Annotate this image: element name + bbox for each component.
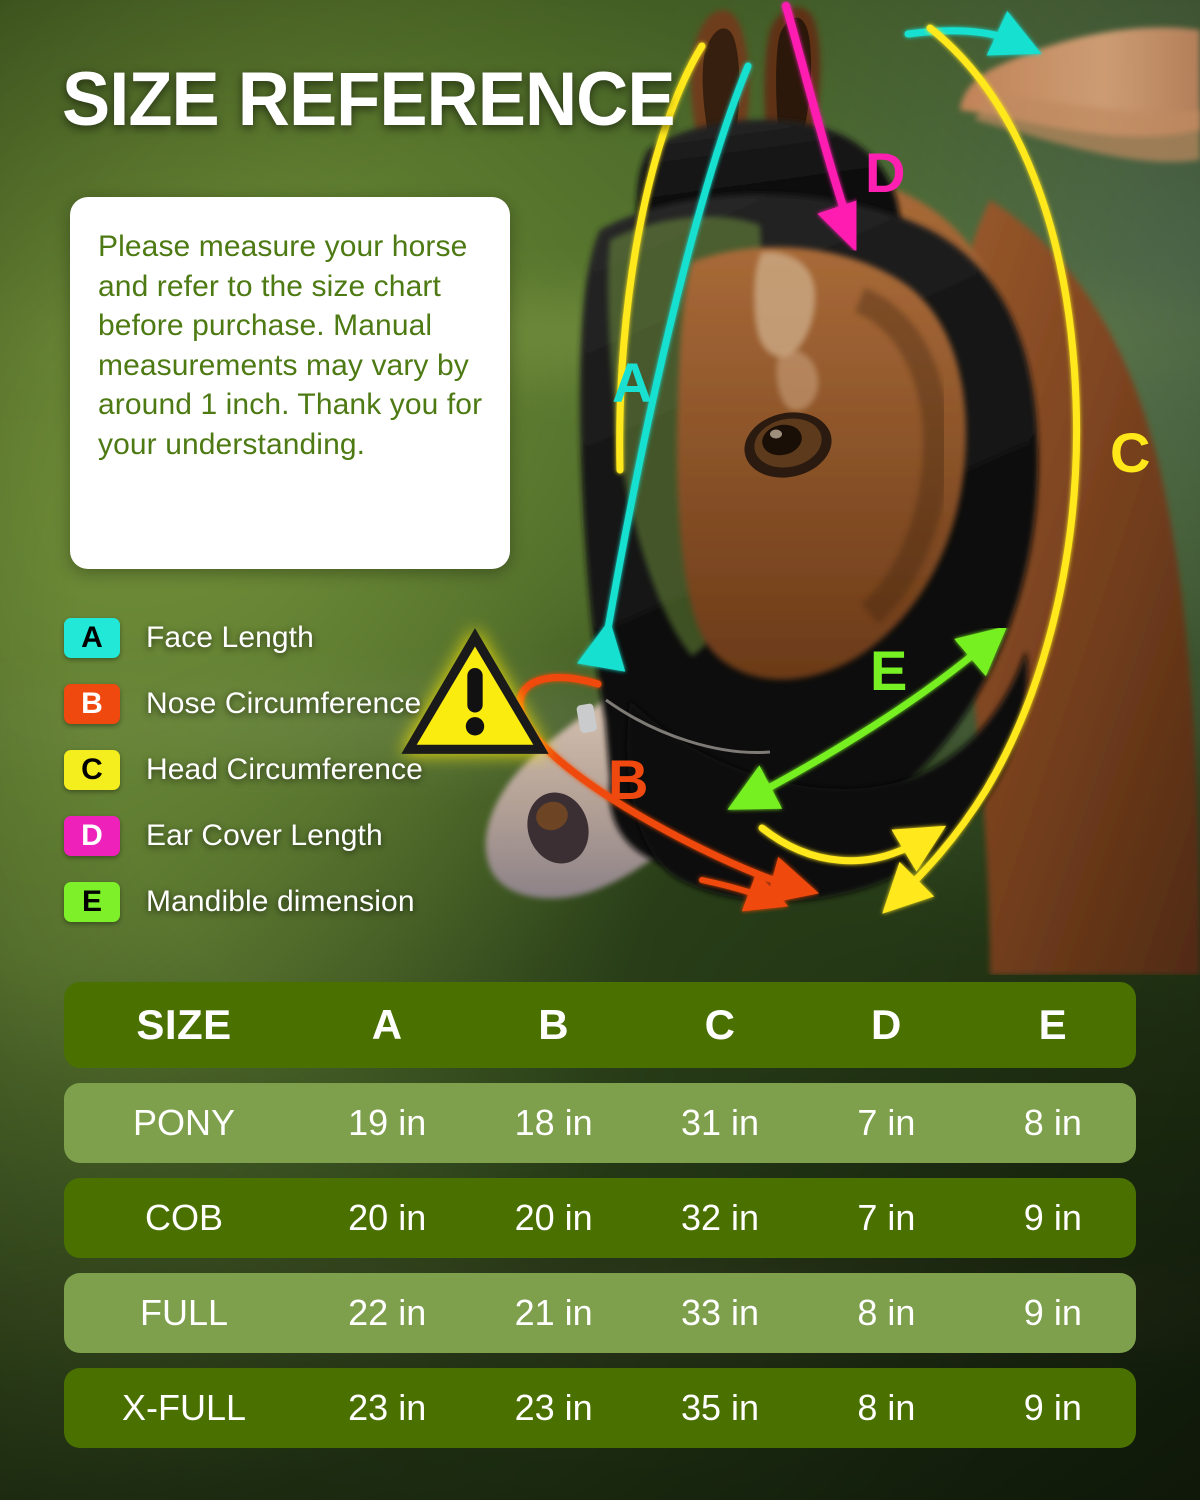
cell-b: 20 in <box>514 1197 593 1238</box>
table-row: COB 20 in 20 in 32 in 7 in 9 in <box>64 1178 1136 1258</box>
cell-d: 7 in <box>857 1197 916 1238</box>
cell-size: X-FULL <box>121 1387 247 1428</box>
cell-d: 7 in <box>857 1102 916 1143</box>
table-header-a: A <box>371 1001 403 1048</box>
cell-e: 9 in <box>1023 1292 1082 1333</box>
info-card: Please measure your horse and refer to t… <box>70 197 549 754</box>
legend-label-e: Mandible dimension <box>146 885 415 918</box>
legend: A Face Length B Nose Circumference C Hea… <box>64 614 484 944</box>
cell-e: 9 in <box>1023 1197 1082 1238</box>
annotation-loop-B <box>516 674 820 912</box>
legend-label-c: Head Circumference <box>146 753 423 786</box>
legend-label-a: Face Length <box>146 621 314 654</box>
table-header-size: SIZE <box>136 1001 232 1048</box>
annotation-arrow-D <box>782 2 867 255</box>
legend-item-b: B Nose Circumference <box>64 680 484 728</box>
warning-triangle-icon <box>392 625 558 757</box>
legend-item-e: E Mandible dimension <box>64 878 484 926</box>
legend-item-d: D Ear Cover Length <box>64 812 484 860</box>
annotation-arrow-E <box>727 625 1008 810</box>
legend-item-c: C Head Circumference <box>64 746 484 794</box>
legend-badge-d: D <box>64 816 120 856</box>
legend-badge-e: E <box>64 882 120 922</box>
cell-a: 20 in <box>348 1197 427 1238</box>
annotation-arrow-A <box>577 10 1042 672</box>
horse-photo-illustration <box>485 2 1200 975</box>
cell-e: 8 in <box>1023 1102 1082 1143</box>
cell-d: 8 in <box>857 1292 916 1333</box>
cell-size: FULL <box>139 1292 229 1333</box>
cell-d: 8 in <box>857 1387 916 1428</box>
annotation-arc-C <box>616 24 1081 914</box>
cell-c: 33 in <box>680 1292 760 1333</box>
legend-label-b: Nose Circumference <box>146 687 422 720</box>
annotation-label-C: C <box>1110 421 1151 484</box>
cell-b: 21 in <box>514 1292 593 1333</box>
table-header-c: C <box>704 1001 736 1048</box>
table-header-b: B <box>538 1001 570 1048</box>
annotation-label-A: A <box>612 351 653 414</box>
table-row: FULL 22 in 21 in 33 in 8 in 9 in <box>64 1273 1136 1353</box>
info-card-text: Please measure your horse and refer to t… <box>98 230 483 461</box>
legend-badge-c: C <box>64 750 120 790</box>
legend-badge-a: A <box>64 618 120 658</box>
cell-a: 19 in <box>348 1102 427 1143</box>
table-row: PONY 19 in 18 in 31 in 7 in 8 in <box>64 1083 1136 1163</box>
size-chart-table: SIZE A B C D E PONY 19 in 18 in 31 in 7 … <box>64 982 1136 1463</box>
table-row: X-FULL 23 in 23 in 35 in 8 in 9 in <box>64 1368 1136 1448</box>
cell-b: 18 in <box>514 1102 593 1143</box>
cell-size: PONY <box>132 1102 236 1143</box>
cell-a: 22 in <box>348 1292 427 1333</box>
cell-b: 23 in <box>514 1387 593 1428</box>
table-header-row: SIZE A B C D E <box>64 982 1136 1068</box>
table-header-d: D <box>871 1001 902 1048</box>
cell-c: 31 in <box>680 1102 760 1143</box>
cell-c: 35 in <box>680 1387 760 1428</box>
legend-label-d: Ear Cover Length <box>146 819 383 852</box>
cell-size: COB <box>144 1197 223 1238</box>
legend-badge-b: B <box>64 684 120 724</box>
page-title: SIZE REFERENCE <box>62 57 675 142</box>
cell-a: 23 in <box>348 1387 427 1428</box>
annotation-label-B: B <box>608 748 649 811</box>
cell-c: 32 in <box>680 1197 760 1238</box>
annotation-label-D: D <box>865 141 906 204</box>
cell-e: 9 in <box>1023 1387 1082 1428</box>
horse-photo: A B C D E <box>430 0 1200 975</box>
table-header-e: E <box>1038 1001 1068 1048</box>
annotation-label-E: E <box>870 639 908 702</box>
legend-item-a: A Face Length <box>64 614 484 662</box>
